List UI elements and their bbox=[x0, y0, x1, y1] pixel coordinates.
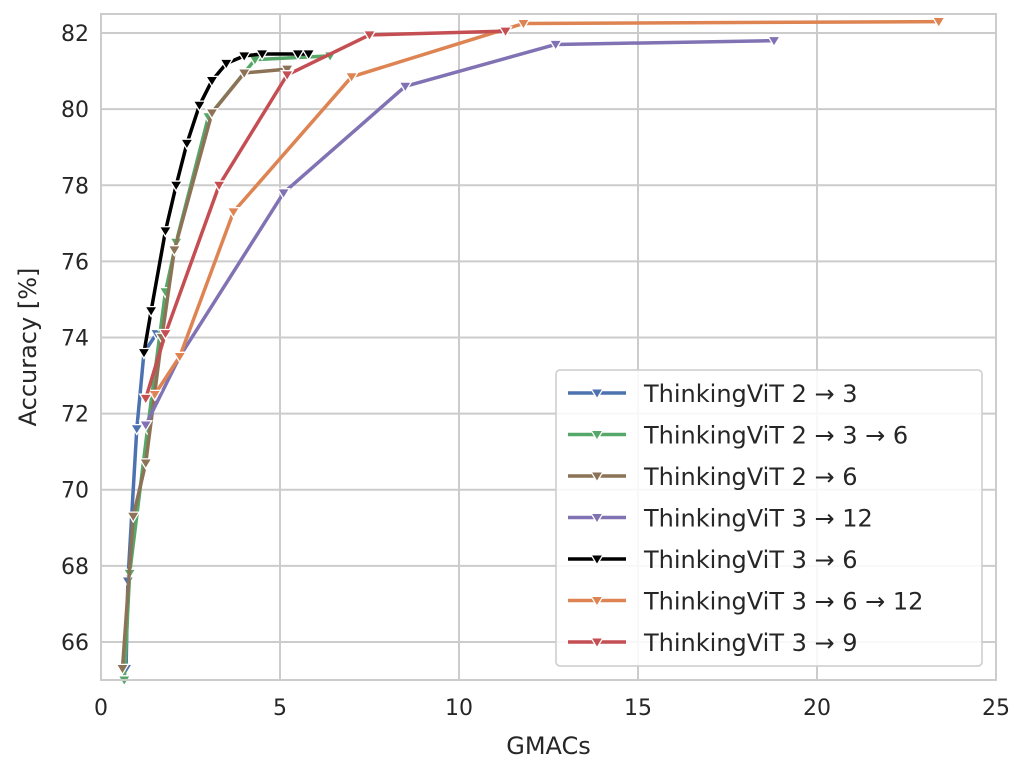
y-tick-label: 72 bbox=[61, 403, 89, 428]
data-point-marker bbox=[129, 423, 144, 436]
x-axis-label: GMACs bbox=[506, 732, 591, 760]
data-point-marker bbox=[237, 51, 252, 63]
data-point-marker bbox=[589, 554, 605, 566]
legend-entry: ThinkingViT 2 → 6 bbox=[568, 463, 858, 491]
data-point-marker bbox=[211, 180, 227, 193]
data-point-marker bbox=[138, 420, 153, 432]
data-point-marker bbox=[219, 58, 234, 71]
x-tick-label: 15 bbox=[624, 696, 652, 721]
data-point-marker bbox=[589, 637, 605, 649]
series-layer bbox=[115, 16, 946, 687]
data-point-marker bbox=[204, 108, 220, 120]
series-line bbox=[142, 52, 311, 355]
series-line bbox=[152, 19, 941, 397]
data-point-marker bbox=[115, 663, 130, 676]
data-point-marker bbox=[398, 81, 413, 94]
series-line bbox=[144, 29, 508, 401]
data-point-marker bbox=[138, 393, 153, 406]
data-point-marker bbox=[589, 512, 605, 525]
legend-entry: ThinkingViT 2 → 3 → 6 bbox=[568, 422, 908, 450]
x-tick-label: 5 bbox=[273, 696, 287, 721]
data-point-marker bbox=[589, 429, 605, 442]
legend-label: ThinkingViT 3 → 6 → 12 bbox=[643, 588, 923, 616]
legend-label: ThinkingViT 2 → 3 → 6 bbox=[643, 422, 908, 450]
y-tick-labels: 66 68 70 72 74 76 78 80 82 bbox=[61, 22, 89, 656]
legend-entry: ThinkingViT 3 → 6 bbox=[568, 546, 858, 574]
data-point-marker bbox=[498, 26, 513, 39]
series-line bbox=[120, 67, 289, 671]
series-5 bbox=[136, 49, 316, 360]
data-point-marker bbox=[158, 226, 173, 238]
data-point-marker bbox=[158, 328, 173, 341]
legend-label: ThinkingViT 2 → 3 bbox=[643, 380, 858, 408]
data-point-marker bbox=[226, 207, 241, 219]
data-point-marker bbox=[589, 471, 605, 483]
data-point-marker bbox=[280, 64, 295, 77]
data-point-marker bbox=[290, 49, 306, 61]
legend-label: ThinkingViT 3 → 9 bbox=[643, 629, 858, 657]
data-point-marker bbox=[169, 180, 184, 193]
data-point-marker bbox=[362, 30, 377, 42]
legend-label: ThinkingViT 2 → 6 bbox=[643, 463, 858, 491]
y-tick-label: 80 bbox=[61, 98, 89, 123]
y-tick-label: 82 bbox=[61, 22, 89, 47]
data-point-marker bbox=[179, 138, 195, 151]
data-point-marker bbox=[589, 388, 605, 400]
data-point-marker bbox=[766, 35, 782, 48]
y-tick-label: 66 bbox=[61, 631, 89, 656]
x-tick-label: 0 bbox=[94, 696, 108, 721]
legend-label: ThinkingViT 3 → 6 bbox=[643, 546, 858, 574]
data-point-marker bbox=[143, 305, 159, 318]
plot-frame bbox=[100, 13, 997, 681]
legend-entry: ThinkingViT 3 → 12 bbox=[568, 505, 873, 533]
series-7 bbox=[138, 26, 513, 406]
data-point-marker bbox=[254, 49, 270, 61]
x-tick-label: 25 bbox=[982, 696, 1010, 721]
data-point-marker bbox=[276, 188, 291, 200]
data-point-marker bbox=[344, 71, 359, 84]
y-tick-label: 78 bbox=[61, 174, 89, 199]
data-point-marker bbox=[931, 16, 946, 29]
data-point-marker bbox=[167, 245, 182, 257]
data-point-marker bbox=[126, 511, 141, 524]
y-tick-label: 74 bbox=[61, 326, 89, 351]
y-tick-label: 68 bbox=[61, 555, 89, 580]
data-point-marker bbox=[548, 39, 563, 52]
legend-entry: ThinkingViT 3 → 9 bbox=[568, 629, 858, 657]
data-point-marker bbox=[172, 351, 187, 364]
series-3 bbox=[115, 64, 295, 676]
legend: ThinkingViT 2 → 3 ThinkingViT 2 → 3 → 6 Th… bbox=[555, 369, 983, 667]
legend-entry: ThinkingViT 3 → 6 → 12 bbox=[568, 588, 923, 616]
series-6 bbox=[147, 16, 946, 402]
data-point-marker bbox=[136, 347, 152, 360]
y-axis-label: Accuracy [%] bbox=[14, 268, 42, 427]
data-point-marker bbox=[280, 70, 295, 82]
data-point-marker bbox=[192, 100, 207, 113]
x-tick-label: 20 bbox=[803, 696, 831, 721]
data-point-marker bbox=[589, 595, 605, 608]
x-tick-label: 10 bbox=[445, 696, 473, 721]
legend-entry: ThinkingViT 2 → 3 bbox=[568, 380, 858, 408]
x-tick-labels: 0 5 10 15 20 25 bbox=[94, 696, 1010, 721]
data-point-marker bbox=[138, 458, 153, 471]
legend-label: ThinkingViT 3 → 12 bbox=[643, 505, 873, 533]
y-tick-label: 70 bbox=[61, 479, 89, 504]
data-point-marker bbox=[204, 75, 220, 88]
y-tick-label: 76 bbox=[61, 250, 89, 275]
data-point-marker bbox=[516, 18, 531, 31]
legend-box bbox=[555, 369, 983, 667]
data-point-marker bbox=[301, 49, 316, 61]
data-point-marker bbox=[237, 68, 252, 80]
